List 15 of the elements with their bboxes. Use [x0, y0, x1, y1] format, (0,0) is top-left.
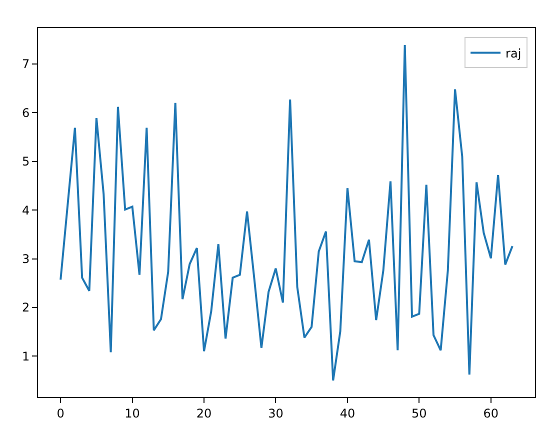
x-tick-label: 40 [340, 406, 356, 420]
legend-label: raj [506, 46, 522, 60]
y-tick-label: 1 [22, 349, 30, 364]
x-tick-label: 60 [483, 406, 499, 420]
y-tick-label: 4 [22, 203, 30, 218]
x-tick-label: 10 [124, 406, 140, 420]
y-tick-label: 3 [22, 252, 30, 266]
x-tick-label: 20 [196, 406, 212, 420]
y-tick-label: 5 [22, 154, 30, 169]
y-tick-label: 7 [22, 57, 30, 72]
x-tick-label: 0 [56, 406, 64, 420]
x-tick-label: 30 [268, 406, 284, 420]
y-tick-label: 6 [22, 106, 30, 120]
x-tick-label: 50 [412, 406, 427, 420]
y-tick-label: 2 [22, 300, 30, 315]
